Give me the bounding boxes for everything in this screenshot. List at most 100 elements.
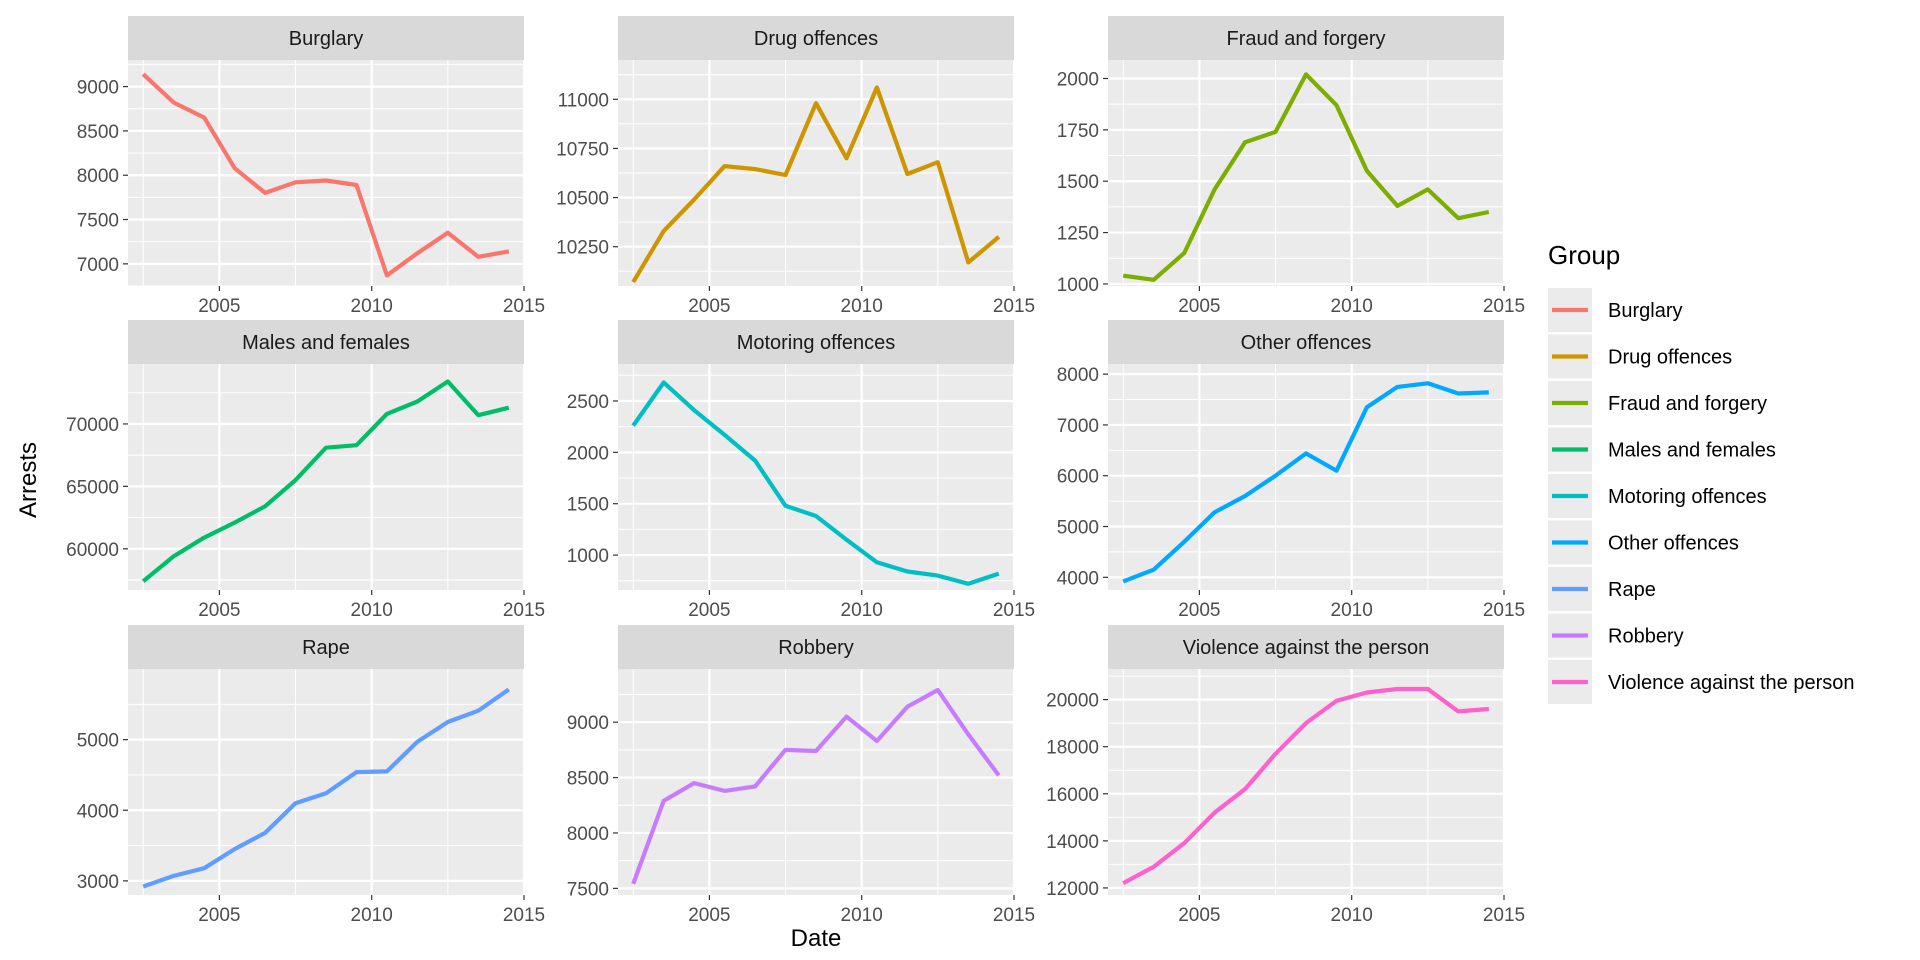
x-tick-label: 2015 [503,905,545,926]
facet-strip [618,16,1014,60]
facet-strip-label: Motoring offences [737,332,896,354]
legend-label: Other offences [1608,533,1739,555]
x-tick-label: 2005 [198,600,240,621]
series-line-other-offences [1122,381,1489,584]
legend-label: Drug offences [1608,347,1732,369]
x-tick-label: 2010 [1331,296,1373,317]
panel-other-offences: Other offences 4000 5000 6000 7000 8000 2005 20… [1057,320,1525,621]
y-tick-label: 4000 [1057,568,1099,589]
y-tick-label: 16000 [1046,785,1099,806]
x-tick-label: 2005 [688,905,730,926]
facet-strip-label: Robbery [778,637,854,659]
legend-label: Robbery [1608,626,1684,648]
y-tick-label: 7500 [77,211,119,232]
facet-strip [128,625,524,669]
y-tick-label: 9000 [567,713,609,734]
panel-background [128,364,524,590]
x-tick-label: 2005 [1178,600,1220,621]
y-tick-label: 10750 [556,139,609,160]
x-tick-label: 2015 [993,600,1035,621]
y-axis-title: Arrests [15,442,42,518]
legend-label: Burglary [1608,300,1682,322]
facet-strip-label: Fraud and forgery [1227,28,1386,50]
x-tick-label: 2005 [1178,905,1220,926]
facet-strip-label: Other offences [1241,332,1372,354]
facet-strip-label: Rape [302,637,350,659]
y-tick-label: 8500 [567,769,609,790]
facet-strip [1108,16,1504,60]
facet-strip-label: Burglary [289,28,363,50]
facet-strip [1108,320,1504,364]
y-tick-label: 70000 [66,415,119,436]
x-tick-label: 2015 [1483,600,1525,621]
y-tick-label: 7500 [567,879,609,900]
legend-item-motoring-offences: Motoring offences [1548,474,1767,518]
legend-item-other-offences: Other offences [1548,520,1739,565]
y-tick-label: 2000 [1057,69,1099,90]
legend-item-males-and-females: Males and females [1548,427,1776,472]
y-tick-label: 1750 [1057,121,1099,142]
x-tick-label: 2010 [351,296,393,317]
y-tick-label: 4000 [77,801,119,822]
panel-background [1108,669,1504,895]
y-tick-label: 2500 [567,392,609,413]
y-tick-label: 3000 [77,872,119,893]
y-tick-label: 65000 [66,477,119,498]
x-tick-label: 2015 [503,296,545,317]
series-line-males-and-females [141,379,510,583]
x-tick-label: 2010 [841,600,883,621]
y-tick-label: 1250 [1057,224,1099,245]
x-tick-label: 2005 [688,600,730,621]
facet-strip-label: Males and females [242,332,410,354]
y-tick-label: 2000 [567,443,609,464]
x-tick-label: 2010 [351,905,393,926]
legend-label: Violence against the person [1608,672,1854,694]
y-tick-label: 14000 [1046,832,1099,853]
series-line-drug-offences [631,85,1001,284]
series-line-motoring-offences [631,380,1000,586]
y-tick-label: 5000 [77,731,119,752]
facet-strip [618,625,1014,669]
x-axis-title: Date [791,925,842,952]
x-tick-label: 2010 [841,296,883,317]
series-line-fraud-and-forgery [1122,72,1490,282]
panel-rape: Rape 3000 4000 5000 2005 2010 2015 [77,625,545,926]
y-tick-label: 5000 [1057,518,1099,539]
facet-strip [1108,625,1504,669]
y-tick-label: 8000 [1057,365,1099,386]
legend-label: Fraud and forgery [1608,393,1767,415]
x-tick-label: 2015 [993,905,1035,926]
x-tick-label: 2005 [688,296,730,317]
legend-item-robbery: Robbery [1548,613,1684,658]
facet-strip-label: Violence against the person [1183,637,1429,659]
panel-males-and-females: Males and females 60000 65000 70000 2005 2010… [66,320,545,621]
panel-fraud-and-forgery: Fraud and forgery 1000 1250 1500 1750 2000 200… [1057,16,1525,317]
facet-strip [618,320,1014,364]
y-tick-label: 8500 [77,122,119,143]
legend-item-drug-offences: Drug offences [1548,334,1732,379]
series-line-burglary [141,72,510,278]
panel-background [128,60,524,286]
facet-panels: Burglary 7000 7500 8000 8500 9000 2005 2010 2015… [66,16,1525,926]
legend-item-rape: Rape [1548,567,1656,611]
panel-background [1108,60,1504,286]
x-tick-label: 2005 [1178,296,1220,317]
legend-item-burglary: Burglary [1548,288,1682,332]
legend-label: Males and females [1608,440,1776,462]
series-line-robbery [631,687,1001,885]
y-tick-label: 1000 [1057,275,1099,296]
y-tick-label: 6000 [1057,467,1099,488]
series-line-rape [142,687,510,889]
y-tick-label: 20000 [1046,691,1099,712]
x-tick-label: 2015 [1483,905,1525,926]
x-tick-label: 2005 [198,905,240,926]
y-tick-label: 12000 [1046,879,1099,900]
panel-background [128,669,524,895]
legend: Group Burglary Drug offences Fraud and for… [1548,240,1854,704]
x-tick-label: 2010 [1331,905,1373,926]
x-tick-label: 2015 [993,296,1035,317]
facet-strip [128,320,524,364]
panel-motoring-offences: Motoring offences 1000 1500 2000 2500 2005 201… [567,320,1035,621]
y-tick-label: 10500 [556,189,609,210]
